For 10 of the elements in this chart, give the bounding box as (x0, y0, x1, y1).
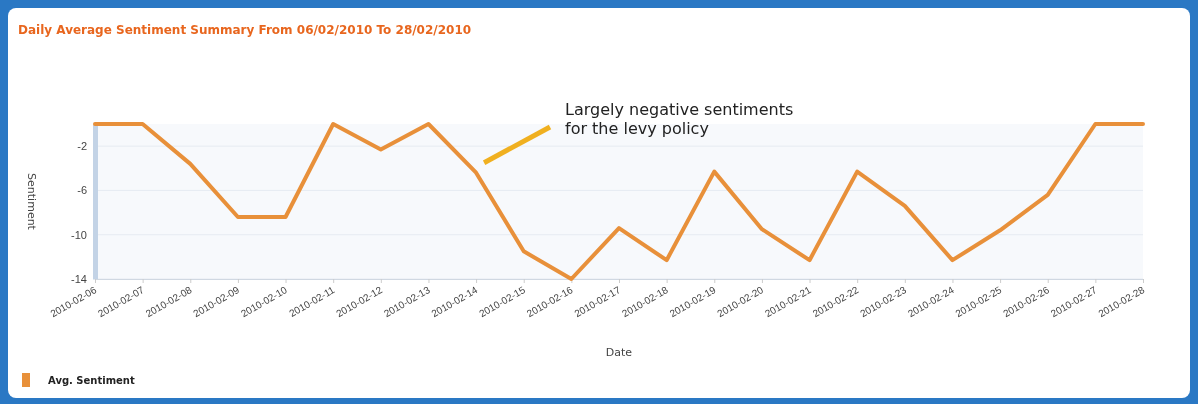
y-axis-title: Sentiment (25, 173, 38, 231)
chart-title: Daily Average Sentiment Summary From 06/02/2010 To 28/02/2010 (18, 23, 472, 37)
y-tick-label: -6 (77, 184, 87, 197)
line-series (93, 122, 1145, 281)
x-axis-title: Date (605, 346, 633, 359)
legend-label: Avg. Sentiment (48, 375, 135, 386)
y-tick-label: -10 (71, 228, 87, 241)
y-tick-label: -2 (77, 140, 87, 153)
y-tick-label: -14 (71, 273, 87, 286)
annotation: Largely negative sentiments for the levy policy (565, 100, 794, 139)
